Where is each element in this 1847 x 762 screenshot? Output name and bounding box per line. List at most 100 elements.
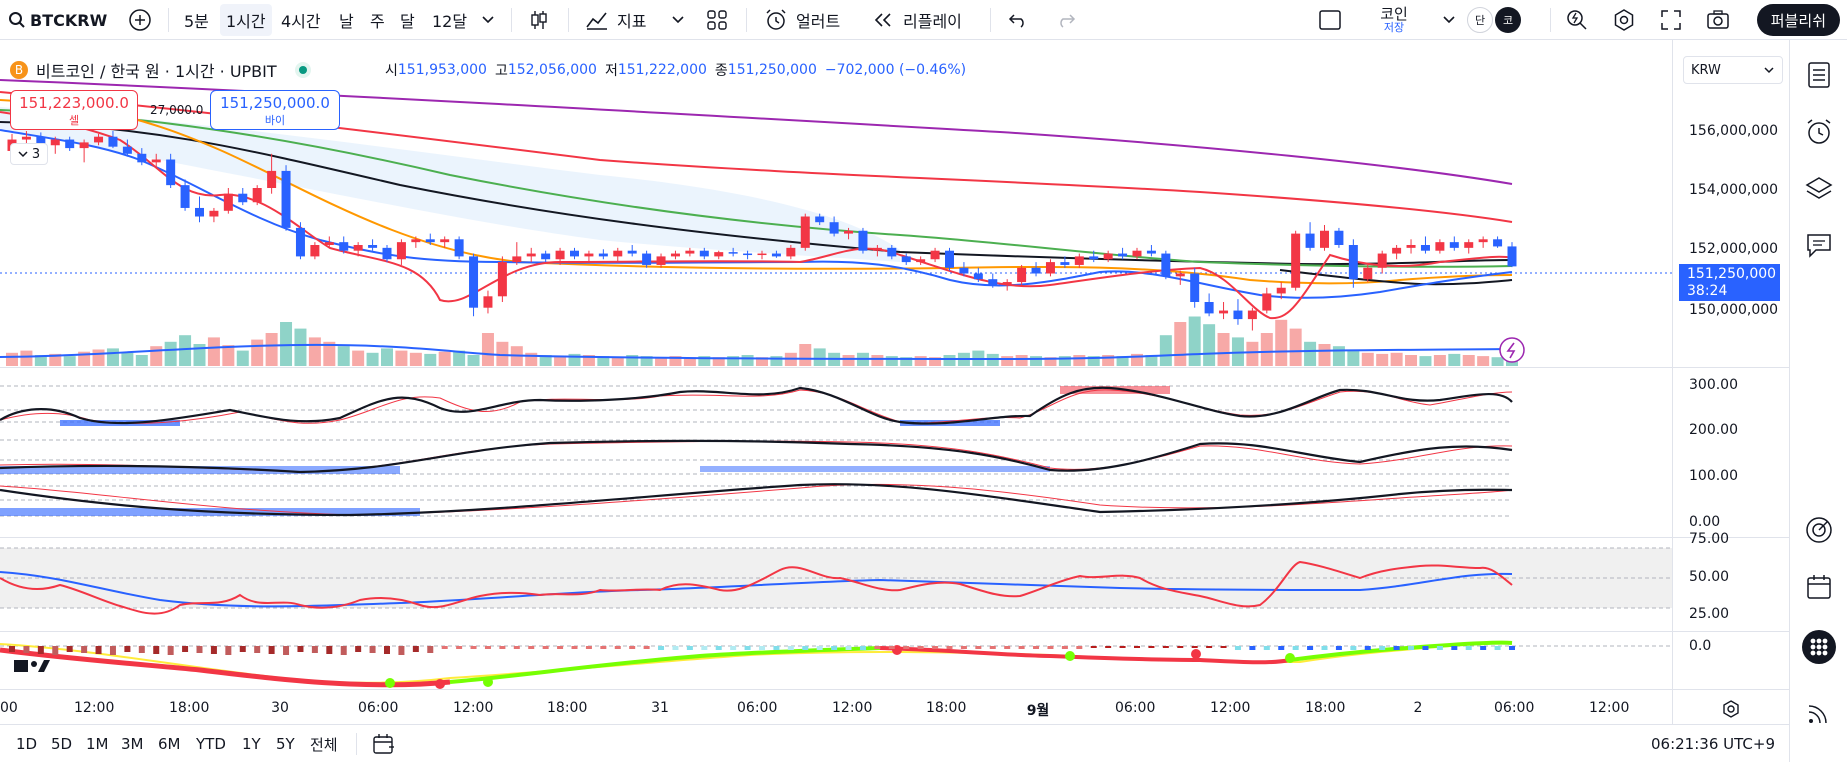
candle <box>1103 250 1113 263</box>
volume-bar <box>554 356 567 366</box>
candle <box>685 247 695 257</box>
layout-toggle-button[interactable] <box>1318 0 1342 40</box>
momentum-bar <box>831 646 838 650</box>
replay-button[interactable]: 리플레이 <box>873 0 962 40</box>
volume-bar <box>222 345 235 366</box>
momentum-bar <box>1393 646 1400 650</box>
range-6m[interactable]: 6M <box>158 725 181 762</box>
volume-bar <box>1491 357 1504 366</box>
axis-settings-button[interactable] <box>1721 699 1741 719</box>
redo-button[interactable] <box>1056 0 1076 40</box>
calendar-range-icon <box>373 734 394 754</box>
range-1y[interactable]: 1Y <box>242 725 261 762</box>
ideas-button[interactable] <box>1804 515 1834 545</box>
event-marker[interactable] <box>1499 337 1525 363</box>
momentum-bar <box>1465 646 1472 650</box>
indicators-dropdown[interactable] <box>672 0 684 40</box>
candle <box>1348 239 1358 288</box>
momentum-bar <box>441 646 448 649</box>
time-tick: 06:00 <box>1494 700 1535 716</box>
undo-button[interactable] <box>1008 0 1028 40</box>
goto-date-button[interactable] <box>372 725 396 762</box>
interval-dropdown[interactable] <box>482 0 494 40</box>
range-5d[interactable]: 5D <box>51 725 72 762</box>
bitcoin-logo-icon: B <box>10 61 28 79</box>
momentum-bar <box>975 646 982 649</box>
momentum-bar <box>1119 646 1126 648</box>
candle <box>281 165 291 231</box>
sell-label: 셀 <box>68 114 80 127</box>
interval-day[interactable]: 날 <box>339 0 354 40</box>
momentum-bar <box>1148 646 1155 648</box>
interval-4h[interactable]: 4시간 <box>281 0 321 40</box>
chart-canvas[interactable] <box>0 40 1789 724</box>
ohlc-values: 시 151,953,000 고 152,056,000 저 151,222,000 종… <box>385 58 974 82</box>
signal-button[interactable] <box>1804 698 1834 728</box>
time-tick: 12:00 <box>832 700 873 716</box>
alerts-panel-button[interactable] <box>1804 117 1834 147</box>
templates-button[interactable] <box>706 0 728 40</box>
chart-legend[interactable]: B 비트코인 / 한국 원 · 1시간 · UPBIT <box>8 58 311 82</box>
layers-icon <box>1805 177 1833 199</box>
interval-5m[interactable]: 5분 <box>184 0 209 40</box>
currency-select[interactable]: KRW <box>1683 56 1783 84</box>
calendar-button[interactable] <box>1804 572 1834 602</box>
layers-button[interactable] <box>1804 174 1834 204</box>
range-1m[interactable]: 1M <box>86 725 109 762</box>
range-ytd[interactable]: YTD <box>196 725 226 762</box>
interval-1h[interactable]: 1시간 <box>220 4 272 36</box>
volume-bar <box>1116 356 1129 366</box>
chats-button[interactable] <box>1804 230 1834 260</box>
ma-orange-line <box>0 99 1513 285</box>
publish-button[interactable]: 퍼블리쉬 <box>1756 4 1840 36</box>
candle <box>973 267 983 283</box>
buy-button[interactable]: 151,250,000.0 바이 <box>210 90 340 130</box>
alert-button[interactable]: 얼러트 <box>764 0 840 40</box>
compare-add-button[interactable] <box>128 0 152 40</box>
indicators-button[interactable]: 지표 <box>585 0 646 40</box>
chevron-down-icon <box>672 16 684 24</box>
time-tick: 06:00 <box>1115 700 1156 716</box>
fullscreen-button[interactable] <box>1660 0 1682 40</box>
ema-blue-line <box>0 129 1513 299</box>
products-button[interactable] <box>1802 630 1836 664</box>
volume-bar <box>539 355 552 366</box>
range-1d[interactable]: 1D <box>16 725 37 762</box>
volume-bar <box>1289 328 1302 366</box>
interval-month[interactable]: 달 <box>400 0 415 40</box>
sell-button[interactable]: 151,223,000.0 셀 <box>10 90 138 130</box>
momentum-bar <box>787 646 794 650</box>
candle <box>1435 239 1445 254</box>
collapse-indicators-button[interactable]: 3 <box>10 143 48 165</box>
time-tick: 30 <box>271 700 289 716</box>
momentum-bar <box>1076 646 1083 649</box>
candle <box>137 148 147 166</box>
chart-type-button[interactable] <box>528 0 550 40</box>
timezone-clock[interactable]: 06:21:36 UTC+9 <box>1651 725 1775 762</box>
momentum-bar <box>932 646 939 649</box>
candle <box>1320 225 1329 251</box>
momentum-bar <box>1494 646 1501 650</box>
snapshot-button[interactable] <box>1706 0 1730 40</box>
interval-12month[interactable]: 12달 <box>432 0 467 40</box>
candle <box>570 247 579 260</box>
price-axis[interactable]: 156,000,000 154,000,000 152,000,000 150,… <box>1673 40 1789 690</box>
volume-bar <box>467 355 480 366</box>
range-all[interactable]: 전체 <box>310 725 338 762</box>
range-3m[interactable]: 3M <box>121 725 144 762</box>
volume-bar <box>496 341 509 366</box>
quick-search-button[interactable] <box>1565 0 1589 40</box>
settings-button[interactable] <box>1612 0 1636 40</box>
interval-week[interactable]: 주 <box>370 0 385 40</box>
watchlist-button[interactable] <box>1804 60 1834 90</box>
user-avatars[interactable]: 단 코 <box>1467 0 1521 40</box>
range-5y[interactable]: 5Y <box>276 725 295 762</box>
collapsed-count: 3 <box>31 146 41 162</box>
momentum-bar <box>658 646 665 650</box>
candle <box>1190 267 1200 308</box>
symbol-search[interactable]: BTCKRW <box>8 0 107 40</box>
layout-dropdown[interactable] <box>1443 0 1455 40</box>
time-axis[interactable]: 00 12:00 18:00 30 06:00 12:00 18:00 31 06:00 12:0… <box>0 692 1672 720</box>
layout-name-button[interactable]: 코인 저장 <box>1364 0 1424 40</box>
candle <box>310 242 320 260</box>
